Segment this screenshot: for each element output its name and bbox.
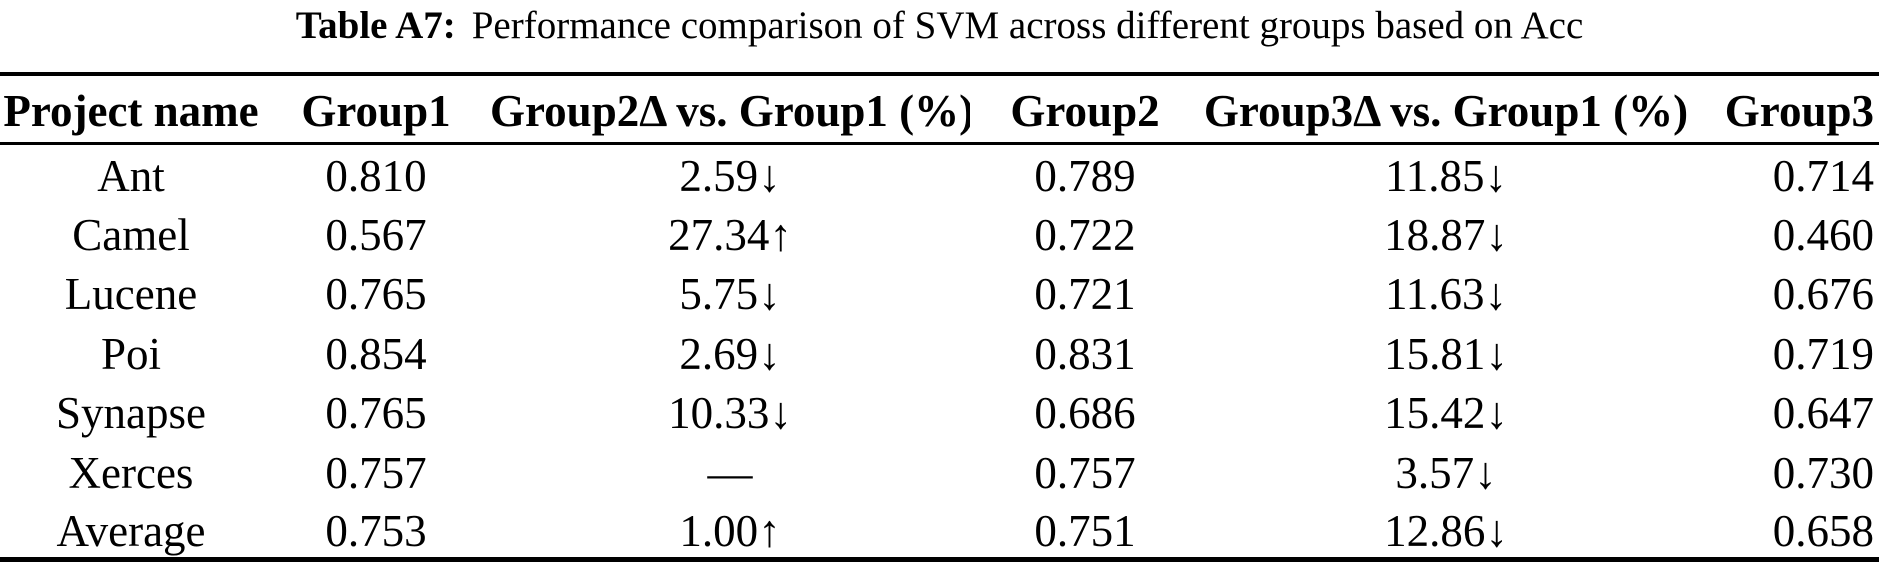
group1-cell: 0.765	[325, 269, 427, 320]
group2-cell: 0.789	[1034, 151, 1136, 201]
group3-cell: 0.460	[1772, 209, 1874, 260]
group3-cell: 0.676	[1772, 269, 1874, 320]
table-row: Xerces 0.757 — 0.757 3.57↓ 0.730	[0, 441, 1879, 501]
group3-delta-cell: 15.81↓	[1384, 328, 1508, 379]
group2-delta-cell: 2.59↓	[679, 151, 781, 201]
group1-cell: 0.757	[325, 447, 427, 498]
table-row: Camel 0.567 27.34↑ 0.722 18.87↓ 0.460	[0, 203, 1879, 263]
column-header-group2-delta: Group2Δ vs. Group1 (%)	[490, 86, 970, 137]
column-header-group3-delta: Group3Δ vs. Group1 (%)	[1203, 86, 1689, 137]
group2-cell: 0.831	[1034, 328, 1136, 379]
project-name-cell: Camel	[72, 209, 190, 260]
group2-cell: 0.757	[1034, 447, 1136, 498]
group2-cell: 0.751	[1034, 506, 1136, 556]
group3-delta-cell: 11.63↓	[1384, 269, 1508, 320]
table-caption: Table A7: Performance comparison of SVM a…	[0, 1, 1879, 51]
group3-delta-cell: 11.85↓	[1384, 151, 1508, 201]
group3-cell: 0.719	[1772, 328, 1874, 379]
group1-cell: 0.567	[325, 209, 427, 260]
header-row: Project name Group1 Group2Δ vs. Group1 (…	[0, 74, 1879, 143]
group1-cell: 0.765	[325, 388, 427, 439]
group2-delta-cell: 5.75↓	[679, 269, 781, 320]
group3-cell: 0.658	[1772, 506, 1874, 556]
group3-delta-cell: 18.87↓	[1384, 209, 1508, 260]
group2-delta-cell: 27.34↑	[668, 209, 792, 260]
group3-delta-cell: 12.86↓	[1384, 506, 1508, 556]
group3-cell: 0.730	[1772, 447, 1874, 498]
table-row: Synapse 0.765 10.33↓ 0.686 15.42↓ 0.647	[0, 381, 1879, 441]
group3-cell: 0.647	[1772, 388, 1874, 439]
group3-cell: 0.714	[1772, 151, 1874, 201]
table-caption-text: Performance comparison of SVM across dif…	[471, 4, 1584, 47]
table-row: Ant 0.810 2.59↓ 0.789 11.85↓ 0.714	[0, 143, 1879, 203]
results-table: Project name Group1 Group2Δ vs. Group1 (…	[0, 72, 1879, 562]
column-header-group1: Group1	[301, 86, 451, 137]
group2-cell: 0.721	[1034, 269, 1136, 320]
column-header-group2: Group2	[1010, 86, 1160, 137]
group2-delta-cell: 2.69↓	[679, 328, 781, 379]
group2-cell: 0.722	[1034, 209, 1136, 260]
column-header-group3: Group3	[1724, 86, 1874, 137]
project-name-cell: Ant	[97, 151, 165, 201]
group2-delta-cell: 1.00↑	[679, 506, 781, 556]
project-name-cell: Xerces	[68, 447, 194, 498]
column-header-project-name: Project name	[3, 86, 259, 137]
group1-cell: 0.854	[325, 328, 427, 379]
group2-delta-cell: 10.33↓	[668, 388, 792, 439]
group2-delta-cell: —	[707, 447, 753, 498]
project-name-cell: Lucene	[64, 269, 198, 320]
group2-cell: 0.686	[1034, 388, 1136, 439]
project-name-cell: Average	[56, 506, 206, 556]
group3-delta-cell: 3.57↓	[1395, 447, 1497, 498]
group3-delta-cell: 15.42↓	[1384, 388, 1508, 439]
table-row: Lucene 0.765 5.75↓ 0.721 11.63↓ 0.676	[0, 262, 1879, 322]
table-row: Average 0.753 1.00↑ 0.751 12.86↓ 0.658	[0, 500, 1879, 560]
table-row: Poi 0.854 2.69↓ 0.831 15.81↓ 0.719	[0, 322, 1879, 382]
project-name-cell: Poi	[100, 328, 162, 379]
project-name-cell: Synapse	[56, 388, 206, 439]
group1-cell: 0.810	[325, 151, 427, 201]
table-caption-label: Table A7:	[295, 4, 456, 47]
group1-cell: 0.753	[325, 506, 427, 556]
